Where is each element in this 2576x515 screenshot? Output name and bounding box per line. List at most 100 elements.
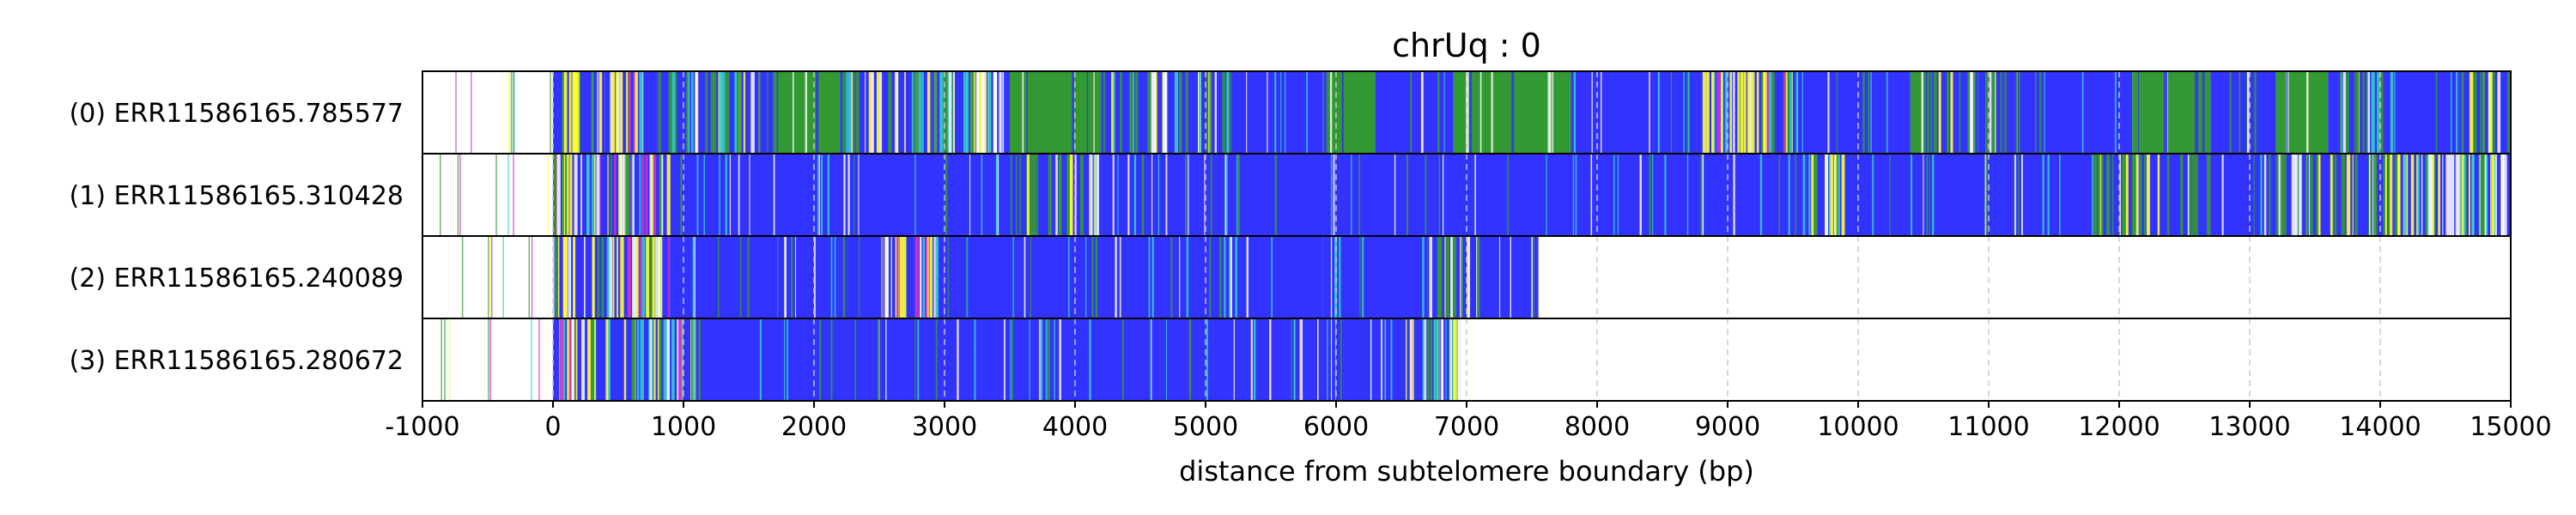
segment-stripe: [1935, 71, 1937, 154]
segment-stripe: [1148, 236, 1151, 318]
segment-stripe: [1930, 71, 1933, 154]
segment-stripe: [739, 71, 742, 154]
segment-stripe: [1972, 71, 1976, 154]
segment-stripe: [816, 71, 819, 154]
segment-stripe: [965, 71, 969, 154]
segment-stripe: [1449, 318, 1452, 401]
segment-stripe: [1652, 154, 1654, 236]
segment-stripe: [2125, 154, 2129, 236]
segment-stripe: [1137, 71, 1139, 154]
segment-stripe: [987, 71, 992, 154]
segment-stripe: [2465, 154, 2467, 236]
segment-stripe: [1499, 236, 1501, 318]
x-tick-label: 15000: [2470, 412, 2551, 442]
segment-stripe: [569, 154, 573, 236]
segment-stripe: [1048, 154, 1052, 236]
segment-stripe: [1868, 71, 1869, 154]
segment-stripe: [1438, 154, 1440, 236]
pre-boundary-mark: [471, 71, 472, 154]
segment-stripe: [1801, 71, 1803, 154]
segment-stripe: [1420, 71, 1424, 154]
segment-stripe: [1531, 236, 1533, 318]
segment-stripe: [1036, 154, 1038, 236]
segment-stripe: [793, 71, 794, 154]
segment-stripe: [1072, 71, 1074, 154]
segment-stripe: [2369, 154, 2371, 236]
segment-stripe: [842, 71, 846, 154]
segment-stripe: [671, 71, 676, 154]
segment-stripe: [666, 318, 670, 401]
segment-stripe: [2246, 71, 2248, 154]
segment-stripe: [2081, 71, 2084, 154]
segment-stripe: [1985, 71, 1987, 154]
segment-stripe: [1886, 71, 1888, 154]
segment-stripe: [1080, 154, 1084, 236]
segment-stripe: [2366, 71, 2368, 154]
pre-boundary-mark: [488, 318, 489, 401]
segment-stripe: [673, 71, 677, 154]
segment-stripe: [2330, 154, 2333, 236]
segment-stripe: [1711, 71, 1715, 154]
segment-stripe: [692, 318, 696, 401]
segment-stripe: [1198, 71, 1200, 154]
segment-stripe: [1179, 236, 1181, 318]
segment-stripe: [1702, 71, 1707, 154]
segment-stripe: [1994, 71, 1996, 154]
segment-stripe: [710, 71, 714, 154]
segment-stripe: [637, 318, 640, 401]
segment-stripe: [1151, 236, 1154, 318]
segment-stripe: [1461, 236, 1463, 318]
segment-stripe: [597, 236, 600, 318]
segment-stripe: [2497, 71, 2501, 154]
segment-stripe: [1331, 318, 1333, 401]
x-tick-label: 9000: [1695, 412, 1760, 442]
segment-stripe: [928, 236, 930, 318]
segment-stripe: [1785, 71, 1788, 154]
segment-stripe: [1330, 154, 1333, 236]
segment-stripe: [705, 71, 708, 154]
segment-stripe: [1089, 154, 1093, 236]
segment-stripe: [795, 236, 796, 318]
segment-stripe: [1547, 71, 1552, 154]
segment-stripe: [2482, 154, 2485, 236]
segment-stripe: [1432, 318, 1435, 401]
segment-stripe: [2018, 71, 2020, 154]
segment-stripe: [1834, 154, 1837, 236]
segment-stripe: [1111, 71, 1113, 154]
segment-stripe: [827, 154, 829, 236]
segment-stripe: [2047, 154, 2050, 236]
pre-boundary-mark: [489, 236, 491, 318]
segment-stripe: [1206, 318, 1208, 401]
segment-stripe: [2299, 154, 2302, 236]
segment-stripe: [1198, 71, 1201, 154]
segment-stripe: [973, 71, 975, 154]
segment-stripe: [1341, 71, 1344, 154]
segment-stripe: [957, 318, 959, 401]
segment-stripe: [1830, 154, 1833, 236]
segment-stripe: [725, 154, 727, 236]
segment-stripe: [2195, 71, 2199, 154]
pre-boundary-mark: [457, 154, 459, 236]
segment-stripe: [1649, 154, 1650, 236]
segment-stripe: [1825, 154, 1827, 236]
segment-stripe: [759, 318, 762, 401]
segment-stripe: [2306, 154, 2308, 236]
segment-stripe: [929, 236, 933, 318]
segment-stripe: [1024, 236, 1026, 318]
segment-block: [1375, 71, 1454, 154]
segment-stripe: [2263, 154, 2267, 236]
segment-stripe: [1233, 318, 1235, 401]
segment-stripe: [895, 236, 897, 318]
segment-stripe: [1795, 154, 1796, 236]
segment-stripe: [2035, 71, 2037, 154]
segment-stripe: [587, 318, 592, 401]
segment-stripe: [1117, 154, 1119, 236]
segment-stripe: [2202, 71, 2205, 154]
pre-boundary-mark: [455, 71, 457, 154]
x-tick-label: -1000: [385, 412, 459, 442]
segment-stripe: [1330, 236, 1333, 318]
segment-stripe: [1827, 71, 1830, 154]
segment-stripe: [1438, 318, 1440, 401]
segment-stripe: [879, 71, 883, 154]
x-axis-label: distance from subtelomere boundary (bp): [1179, 455, 1754, 488]
